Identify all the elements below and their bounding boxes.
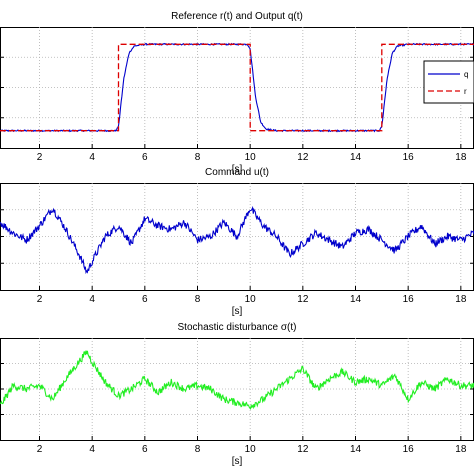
x-tick-label: 8 (195, 294, 201, 305)
x-tick-label: 10 (245, 444, 257, 455)
x-tick-label: 8 (195, 444, 201, 455)
x-tick-label: 16 (403, 444, 415, 455)
x-tick-label: 6 (142, 294, 148, 305)
x-axis-label: [s] (232, 306, 243, 317)
chart-title: Command u(t) (205, 167, 269, 178)
x-tick-label: 2 (37, 152, 43, 163)
x-tick-label: 18 (455, 152, 467, 163)
x-tick-label: 16 (403, 294, 415, 305)
grid (0, 338, 474, 440)
series-line-series1 (0, 205, 474, 275)
x-tick-label: 14 (350, 152, 362, 163)
x-tick-label: 4 (89, 152, 95, 163)
panel-1: Reference r(t) and Output q(t) 2 4 6 8 10 12 14… (0, 11, 474, 175)
series-line-q (0, 42, 474, 133)
legend: qr (423, 60, 474, 104)
x-tick-label: 18 (455, 294, 467, 305)
series-line-r (0, 43, 474, 132)
legend-label-q: q (464, 70, 468, 79)
panel-2: Command u(t) 2 4 6 8 10 12 14 16 18 [s] (0, 167, 474, 317)
x-tick-label: 10 (245, 294, 257, 305)
x-tick-label: 12 (297, 152, 309, 163)
x-tick-label: 18 (455, 444, 467, 455)
panel-3: Stochastic disturbance σ(t) 2 4 6 8 10 12 14 16 1… (0, 322, 474, 467)
x-tick-label: 6 (142, 444, 148, 455)
x-tick-label: 14 (350, 294, 362, 305)
x-tick-label: 10 (245, 152, 257, 163)
x-tick-label: 16 (403, 152, 415, 163)
x-tick-label: 8 (195, 152, 201, 163)
x-tick-label: 4 (89, 294, 95, 305)
x-tick-label: 14 (350, 444, 362, 455)
x-tick-label: 2 (37, 294, 43, 305)
x-axis-label: [s] (232, 456, 243, 467)
x-tick-label: 6 (142, 152, 148, 163)
legend-label-r: r (464, 87, 467, 96)
x-tick-label: 12 (297, 294, 309, 305)
chart-title: Reference r(t) and Output q(t) (171, 11, 303, 22)
x-axis-label: [s] (232, 164, 243, 175)
x-tick-label: 4 (89, 444, 95, 455)
x-tick-label: 2 (37, 444, 43, 455)
legend-box (423, 60, 474, 104)
series-line-series1 (0, 350, 474, 410)
chart-title: Stochastic disturbance σ(t) (178, 322, 297, 333)
x-tick-label: 12 (297, 444, 309, 455)
